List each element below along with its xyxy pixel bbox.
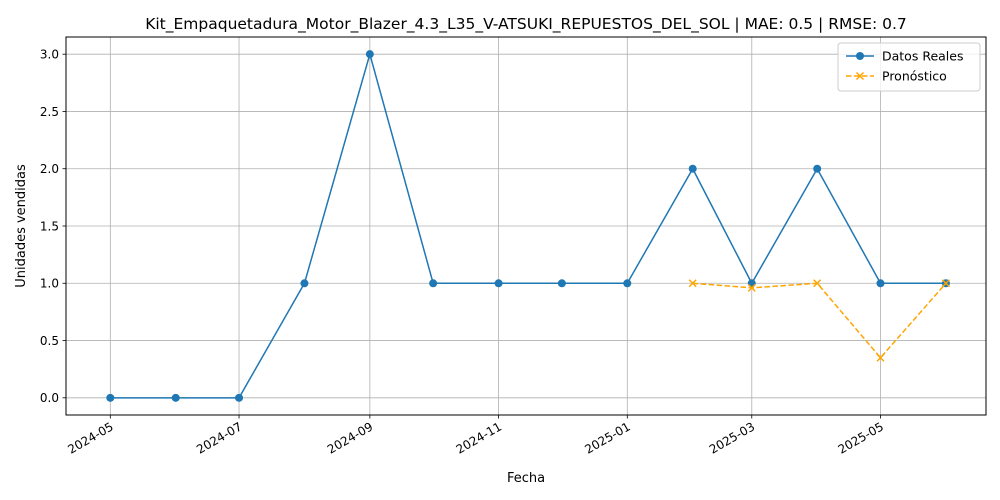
x-tick-label: 2024-07 (194, 419, 244, 456)
data-point-datos-reales (813, 164, 822, 173)
x-tick-label: 2025-03 (707, 419, 757, 456)
series-line-pronostico (692, 282, 947, 359)
data-point-datos-reales (688, 164, 697, 173)
data-point-pronostico (876, 353, 885, 362)
x-marker-stroke (747, 283, 756, 292)
legend-marker-datos-reales (856, 52, 864, 60)
x-tick-label: 2024-11 (454, 419, 504, 456)
legend: Datos Reales Pronóstico (837, 42, 981, 92)
legend-label-datos-reales: Datos Reales (882, 49, 963, 64)
x-marker-stroke (813, 279, 822, 288)
y-axis-label: Unidades vendidas (14, 164, 29, 288)
data-point-datos-reales (235, 393, 244, 402)
data-point-pronostico (747, 283, 756, 292)
data-point-datos-reales (300, 279, 309, 288)
x-tick-label: 2024-09 (325, 419, 375, 456)
x-marker-stroke (688, 279, 697, 288)
series-layer (106, 50, 950, 402)
x-tick-label: 2025-05 (836, 419, 886, 456)
x-axis-label: Fecha (507, 471, 545, 486)
tick-layer: 2024-05 2024-07 2024-09 2024-11 2025-01 2025-… (40, 47, 886, 456)
data-point-pronostico (688, 279, 697, 288)
data-point-datos-reales (623, 279, 632, 288)
legend-marker-pronostico (855, 71, 865, 81)
data-point-datos-reales (171, 393, 180, 402)
y-tick-label: 1.0 (40, 277, 59, 291)
legend-label-pronostico: Pronóstico (882, 69, 947, 84)
y-tick-label: 1.5 (40, 219, 59, 233)
y-tick-label: 3.0 (40, 47, 59, 61)
x-marker-stroke (941, 279, 950, 288)
x-tick-label: 2025-01 (582, 419, 632, 456)
series-line-datos-reales (110, 53, 946, 399)
data-point-datos-reales (106, 393, 115, 402)
data-point-datos-reales (365, 50, 374, 59)
chart-title: Kit_Empaquetadura_Motor_Blazer_4.3_L35_V… (145, 15, 907, 34)
data-point-datos-reales (557, 279, 566, 288)
data-point-datos-reales (876, 279, 885, 288)
x-marker-stroke (876, 353, 885, 362)
y-tick-label: 0.0 (40, 391, 59, 405)
data-point-datos-reales (494, 279, 503, 288)
y-tick-label: 0.5 (40, 334, 59, 348)
grid (66, 37, 986, 415)
data-point-datos-reales (429, 279, 438, 288)
data-point-pronostico (813, 279, 822, 288)
y-tick-label: 2.5 (40, 105, 59, 119)
x-tick-label: 2024-05 (65, 419, 115, 456)
data-point-pronostico (941, 279, 950, 288)
y-tick-label: 2.0 (40, 162, 59, 176)
legend-frame (837, 42, 981, 92)
